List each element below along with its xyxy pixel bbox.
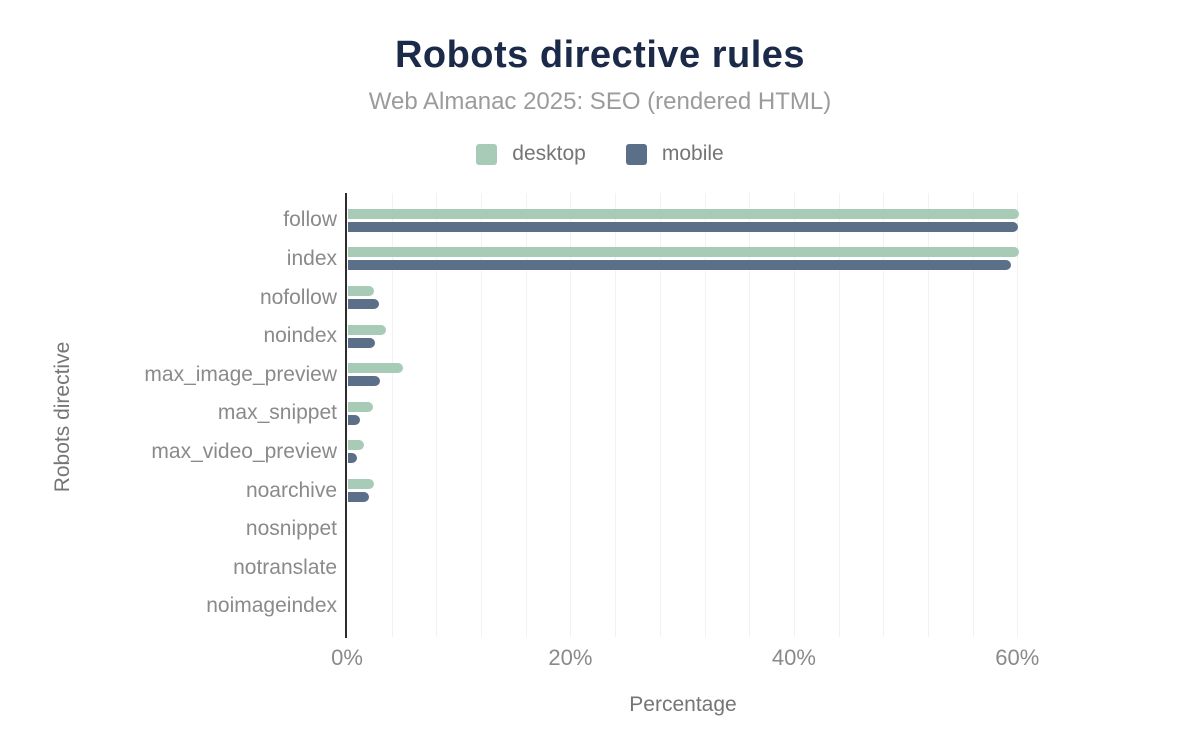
- gridline: [570, 193, 572, 637]
- bar-mobile-noarchive: [348, 492, 370, 502]
- gridline: [391, 193, 393, 637]
- x-axis-title: Percentage: [629, 693, 737, 716]
- gridline: [525, 193, 527, 637]
- category-label-noindex: noindex: [263, 324, 337, 348]
- plot-area: [347, 193, 1020, 637]
- bar-mobile-follow: [348, 221, 1019, 232]
- category-label-noimageindex: noimageindex: [206, 594, 337, 618]
- gridline: [972, 193, 974, 637]
- bar-desktop-max_snippet: [348, 401, 373, 412]
- bar-desktop-noarchive: [348, 479, 374, 489]
- gridline: [436, 193, 438, 637]
- gridline: [615, 193, 617, 637]
- gridline: [659, 193, 661, 637]
- y-axis-line: [345, 193, 347, 638]
- mobile-series-swatch-icon: [625, 143, 647, 165]
- bar-mobile-nofollow: [348, 299, 380, 309]
- category-label-max_video_preview: max_video_preview: [151, 439, 337, 463]
- gridline: [927, 193, 929, 637]
- legend-label-desktop: desktop: [512, 142, 586, 165]
- category-label-index: index: [286, 246, 337, 270]
- y-axis-title: Robots directive: [51, 341, 74, 493]
- category-label-max_image_preview: max_image_preview: [144, 362, 337, 386]
- bar-desktop-max_video_preview: [348, 440, 364, 451]
- x-tick-label-40: 40%: [771, 645, 816, 670]
- category-label-nosnippet: nosnippet: [245, 517, 337, 541]
- bar-mobile-max_snippet: [348, 414, 361, 425]
- x-tick-label-0: 0%: [331, 645, 363, 670]
- bar-desktop-nofollow: [348, 286, 374, 296]
- gridline: [704, 193, 706, 637]
- bar-desktop-follow: [348, 208, 1020, 219]
- gridline: [793, 193, 795, 637]
- x-tick-label-20: 20%: [548, 645, 593, 670]
- bar-desktop-max_image_preview: [348, 363, 403, 374]
- category-label-notranslate: notranslate: [233, 555, 337, 579]
- category-label-max_snippet: max_snippet: [217, 401, 337, 425]
- x-tick-label-60: 60%: [995, 645, 1040, 670]
- legend-item-desktop[interactable]: desktop: [476, 142, 586, 166]
- gridline: [749, 193, 751, 637]
- bar-desktop-index: [348, 247, 1020, 258]
- category-label-noarchive: noarchive: [245, 478, 337, 502]
- legend-item-mobile[interactable]: mobile: [625, 142, 724, 166]
- bar-mobile-noindex: [348, 337, 375, 348]
- bar-mobile-max_image_preview: [348, 376, 381, 387]
- bar-mobile-index: [348, 260, 1011, 271]
- gridline: [1017, 193, 1019, 637]
- gridline: [883, 193, 885, 637]
- chart-title: Robots directive rules: [394, 34, 806, 76]
- bar-mobile-max_video_preview: [348, 453, 357, 464]
- legend: desktop mobile: [0, 142, 1200, 166]
- bar-desktop-noindex: [348, 324, 386, 335]
- desktop-series-swatch-icon: [476, 143, 498, 165]
- category-label-nofollow: nofollow: [259, 285, 337, 309]
- gridline: [481, 193, 483, 637]
- category-label-follow: follow: [283, 208, 337, 232]
- gridline: [838, 193, 840, 637]
- legend-label-mobile: mobile: [661, 142, 724, 165]
- chart-subtitle: Web Almanac 2025: SEO (rendered HTML): [368, 88, 832, 115]
